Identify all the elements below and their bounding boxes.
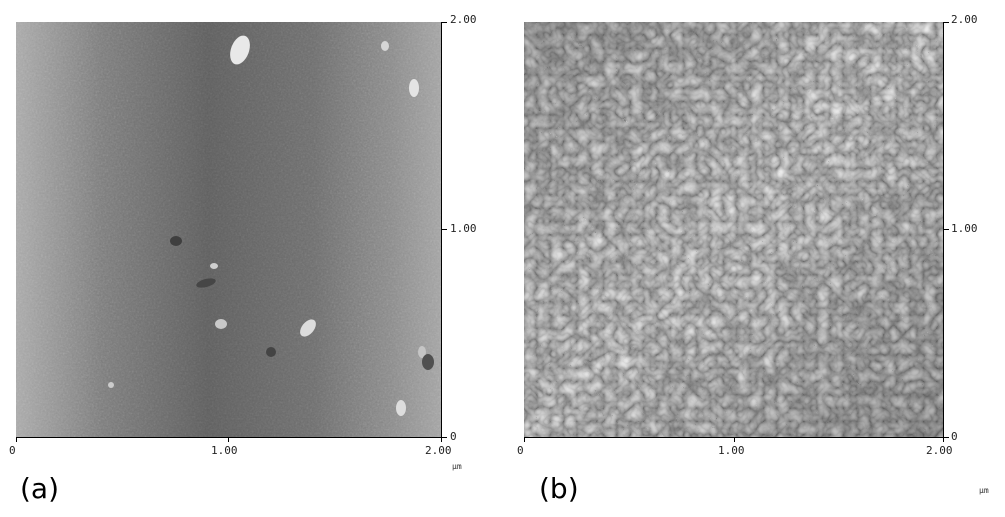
x-tick-label: 0 (517, 444, 524, 457)
y-tick (441, 22, 447, 23)
x-tick-label: 1.00 (211, 444, 238, 457)
x-tick-label: 0 (9, 444, 16, 457)
x-tick (228, 437, 229, 442)
panel-label: (b) (539, 472, 579, 505)
unit-label: µm (452, 462, 462, 471)
x-tick (524, 437, 525, 442)
y-tick-label: 0 (450, 430, 457, 443)
y-tick-label: 1.00 (450, 222, 477, 235)
y-tick-label: 2.00 (450, 13, 477, 26)
y-tick (943, 437, 949, 438)
unit-label: µm (979, 486, 989, 495)
y-tick (943, 229, 949, 230)
y-tick-label: 1.00 (951, 222, 978, 235)
x-tick (943, 437, 944, 442)
afm-image-b (524, 22, 944, 437)
panel-b: 0 1.00 2.00 2.00 1.00 0 µm (b) (505, 0, 1005, 517)
y-tick-label: 0 (951, 430, 958, 443)
x-axis-line (16, 437, 442, 438)
x-tick (441, 437, 442, 442)
x-tick-label: 2.00 (425, 444, 452, 457)
y-tick (441, 229, 447, 230)
y-tick-label: 2.00 (951, 13, 978, 26)
x-tick-label: 1.00 (718, 444, 745, 457)
x-tick (16, 437, 17, 442)
panel-a: 0 1.00 2.00 2.00 1.00 0 µm (a) (0, 0, 500, 517)
afm-image-a (16, 22, 442, 437)
y-axis-line (943, 22, 944, 438)
x-tick-label: 2.00 (926, 444, 953, 457)
y-tick (441, 437, 447, 438)
y-tick (943, 22, 949, 23)
panel-label: (a) (20, 472, 60, 505)
y-axis-line (441, 22, 442, 438)
x-tick (734, 437, 735, 442)
